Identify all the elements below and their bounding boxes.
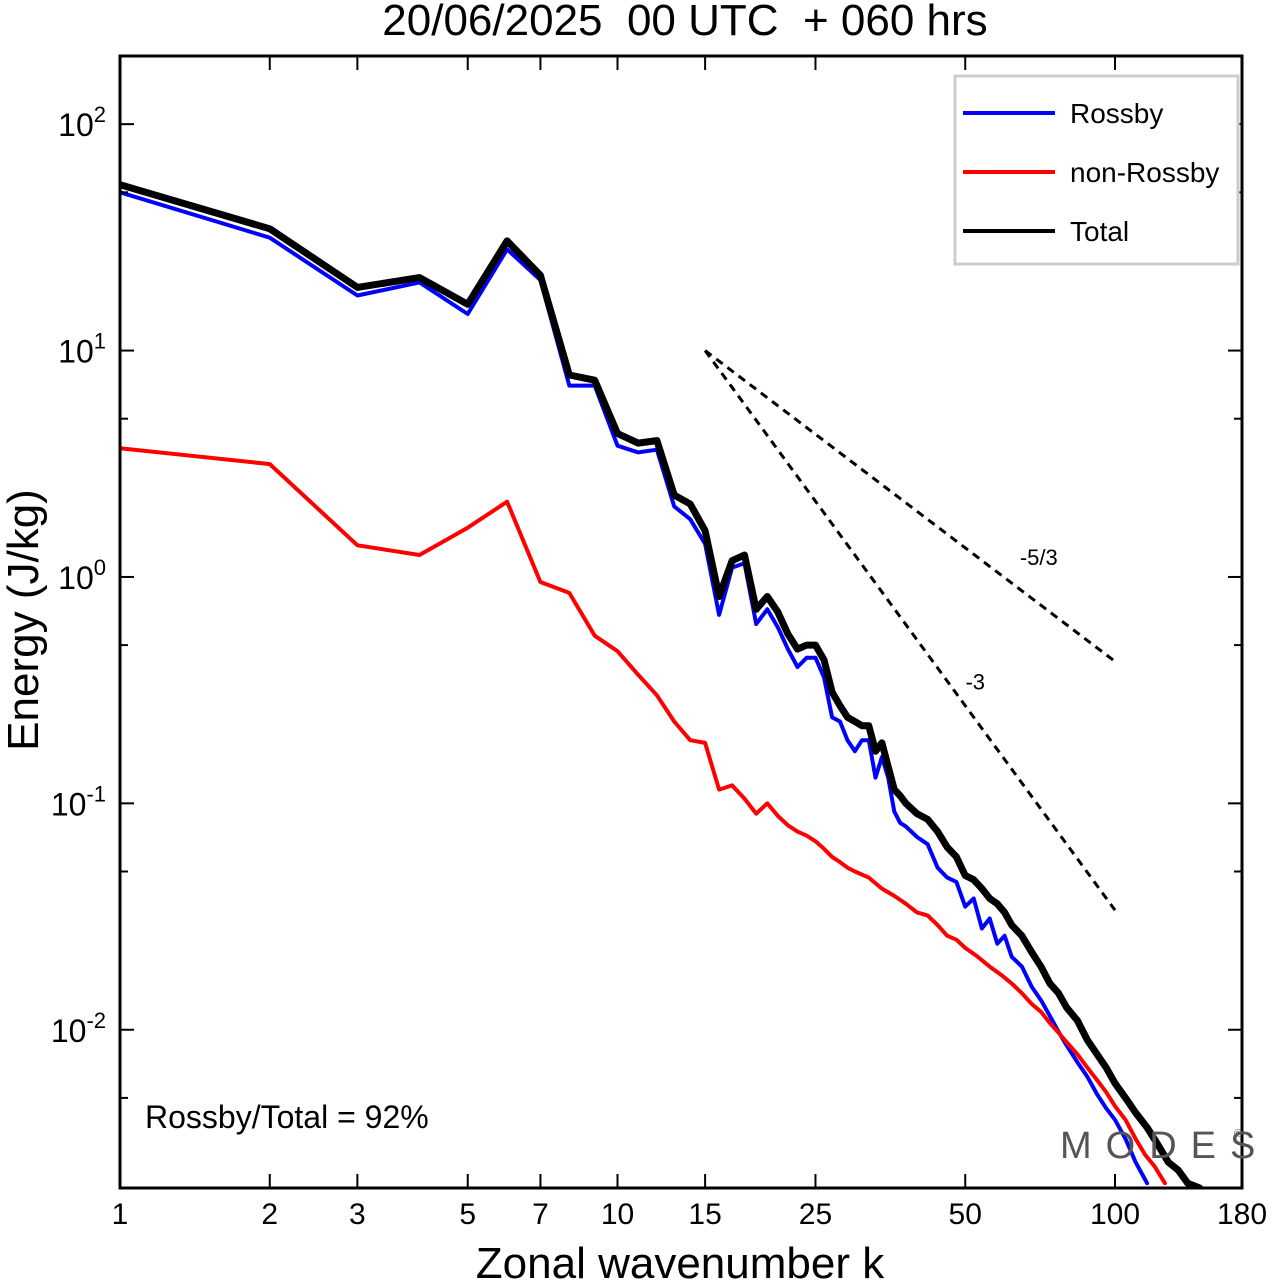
x-tick-label: 180 (1217, 1198, 1267, 1231)
modes-watermark: MODES (1060, 1125, 1269, 1167)
reference-slope-line (704, 349, 1116, 663)
reference-slope-line (703, 349, 1117, 912)
series-total-line (120, 181, 1204, 1188)
x-tick-label: 2 (261, 1198, 278, 1231)
copyright-mark: © (1234, 1128, 1242, 1140)
x-tick-label: 3 (349, 1198, 366, 1231)
x-tick-label: 1 (112, 1198, 129, 1231)
y-tick-label: 10-1 (51, 781, 106, 822)
series-non-rossby-line (120, 446, 1167, 1186)
plot-frame (118, 54, 1244, 1190)
legend: Rossby non-Rossby Total (953, 74, 1240, 266)
series-rossby-line (120, 190, 1150, 1186)
rossby-ratio-annotation: Rossby/Total = 92% (145, 1099, 429, 1135)
x-tick-label: 7 (532, 1198, 549, 1231)
x-tick-label: 50 (949, 1198, 982, 1231)
y-tick-label: 10-2 (51, 1008, 106, 1049)
reference-slopes (703, 349, 1117, 912)
legend-label-rossby: Rossby (1070, 98, 1163, 129)
series-lines (120, 181, 1204, 1188)
y-tick-label: 100 (58, 555, 106, 596)
y-tick-label: 101 (58, 329, 106, 370)
legend-label-total: Total (1070, 216, 1129, 247)
chart-title: 20/06/2025 00 UTC + 060 hrs (382, 0, 987, 45)
y-tick-label: 102 (58, 102, 106, 143)
axis-ticks (119, 56, 1243, 1188)
x-tick-label: 100 (1090, 1198, 1140, 1231)
x-tick-label: 10 (601, 1198, 634, 1231)
legend-label-non-rossby: non-Rossby (1070, 157, 1219, 188)
x-tick-label: 15 (688, 1198, 721, 1231)
x-axis-label: Zonal wavenumber k (476, 1239, 885, 1281)
y-axis-label: Energy (J/kg) (0, 489, 48, 751)
x-tick-label: 5 (459, 1198, 476, 1231)
reference-slope-label: -5/3 (1020, 545, 1058, 570)
x-tick-label: 25 (799, 1198, 832, 1231)
reference-slope-label: -3 (965, 670, 985, 695)
